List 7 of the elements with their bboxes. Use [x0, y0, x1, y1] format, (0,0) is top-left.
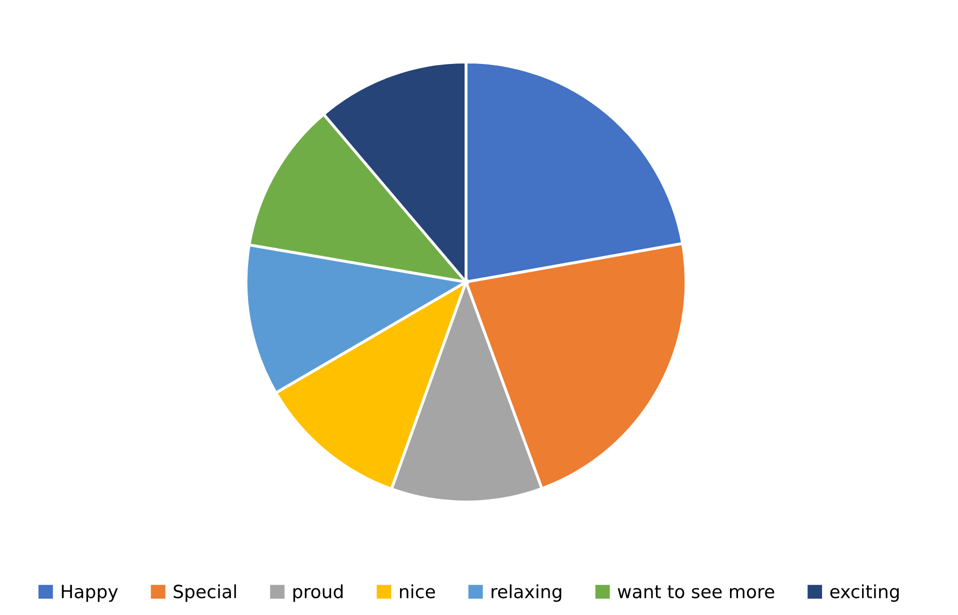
legend-label: relaxing — [492, 584, 562, 602]
legend-label: want to see more — [618, 585, 774, 598]
legend-label: Happy — [62, 584, 118, 602]
legend-label: proud — [293, 584, 343, 602]
legend-label: exciting — [830, 584, 899, 602]
legend-label: nice — [400, 584, 435, 598]
legend-label: Special — [174, 584, 236, 602]
